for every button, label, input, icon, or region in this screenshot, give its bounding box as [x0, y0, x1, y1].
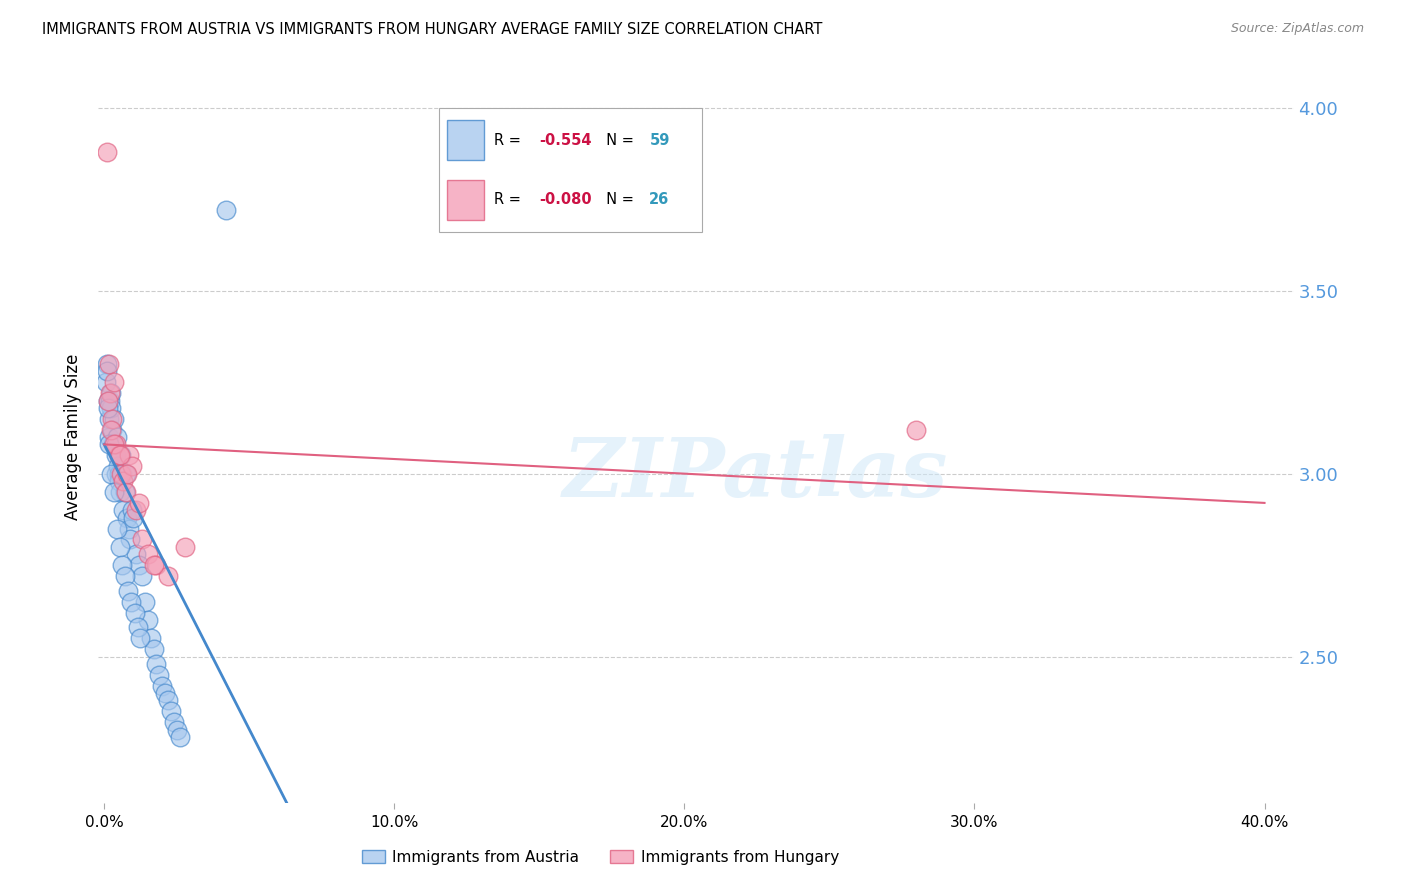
- Point: [160, 705, 183, 719]
- Point: [120, 533, 142, 547]
- Point: [174, 540, 197, 554]
- Point: [96, 145, 118, 159]
- Point: [98, 386, 121, 401]
- Point: [142, 558, 165, 573]
- Point: [115, 467, 138, 481]
- Point: [215, 203, 238, 218]
- Point: [105, 430, 128, 444]
- Point: [127, 620, 149, 634]
- Point: [114, 569, 136, 583]
- Point: [125, 503, 148, 517]
- Point: [131, 533, 153, 547]
- Point: [100, 386, 122, 401]
- Point: [105, 521, 128, 535]
- Point: [103, 412, 125, 426]
- Point: [128, 558, 150, 573]
- Point: [163, 715, 186, 730]
- Point: [121, 503, 143, 517]
- Point: [110, 467, 132, 481]
- Point: [153, 686, 176, 700]
- Point: [125, 547, 148, 561]
- Point: [101, 437, 124, 451]
- Legend: Immigrants from Austria, Immigrants from Hungary: Immigrants from Austria, Immigrants from…: [361, 849, 839, 864]
- Point: [105, 467, 128, 481]
- Point: [142, 642, 165, 657]
- Point: [139, 632, 162, 646]
- Point: [98, 393, 121, 408]
- Point: [145, 657, 167, 671]
- Point: [145, 558, 167, 573]
- Point: [101, 423, 124, 437]
- Point: [122, 510, 145, 524]
- Point: [98, 437, 121, 451]
- Point: [128, 496, 150, 510]
- Point: [150, 679, 173, 693]
- Point: [97, 393, 120, 408]
- Point: [107, 467, 129, 481]
- Point: [108, 474, 131, 488]
- Point: [157, 693, 180, 707]
- Point: [97, 393, 120, 408]
- Point: [103, 375, 125, 389]
- Point: [136, 547, 159, 561]
- Point: [117, 510, 139, 524]
- Point: [100, 423, 122, 437]
- Point: [97, 401, 120, 415]
- Point: [112, 503, 135, 517]
- Point: [107, 449, 129, 463]
- Point: [96, 364, 118, 378]
- Point: [115, 485, 138, 500]
- Text: ZIPatlas: ZIPatlas: [562, 434, 949, 514]
- Point: [120, 595, 142, 609]
- Point: [166, 723, 188, 737]
- Point: [129, 632, 152, 646]
- Point: [124, 606, 146, 620]
- Point: [110, 449, 132, 463]
- Point: [103, 485, 125, 500]
- Point: [905, 423, 928, 437]
- Point: [96, 357, 118, 371]
- Point: [108, 449, 131, 463]
- Point: [104, 449, 127, 463]
- Y-axis label: Average Family Size: Average Family Size: [65, 354, 83, 520]
- Point: [112, 474, 135, 488]
- Point: [111, 467, 134, 481]
- Point: [134, 595, 156, 609]
- Point: [94, 375, 117, 389]
- Point: [108, 485, 131, 500]
- Point: [105, 437, 128, 451]
- Point: [169, 730, 191, 744]
- Point: [101, 412, 124, 426]
- Point: [114, 485, 136, 500]
- Point: [107, 459, 129, 474]
- Point: [136, 613, 159, 627]
- Point: [108, 540, 131, 554]
- Text: Source: ZipAtlas.com: Source: ZipAtlas.com: [1230, 22, 1364, 36]
- Point: [100, 467, 122, 481]
- Point: [111, 558, 134, 573]
- Point: [157, 569, 180, 583]
- Point: [117, 467, 139, 481]
- Text: IMMIGRANTS FROM AUSTRIA VS IMMIGRANTS FROM HUNGARY AVERAGE FAMILY SIZE CORRELATI: IMMIGRANTS FROM AUSTRIA VS IMMIGRANTS FR…: [42, 22, 823, 37]
- Point: [97, 357, 120, 371]
- Point: [98, 430, 121, 444]
- Point: [118, 521, 141, 535]
- Point: [103, 437, 125, 451]
- Point: [97, 412, 120, 426]
- Point: [100, 401, 122, 415]
- Point: [148, 668, 170, 682]
- Point: [121, 459, 143, 474]
- Point: [118, 449, 141, 463]
- Point: [117, 583, 139, 598]
- Point: [131, 569, 153, 583]
